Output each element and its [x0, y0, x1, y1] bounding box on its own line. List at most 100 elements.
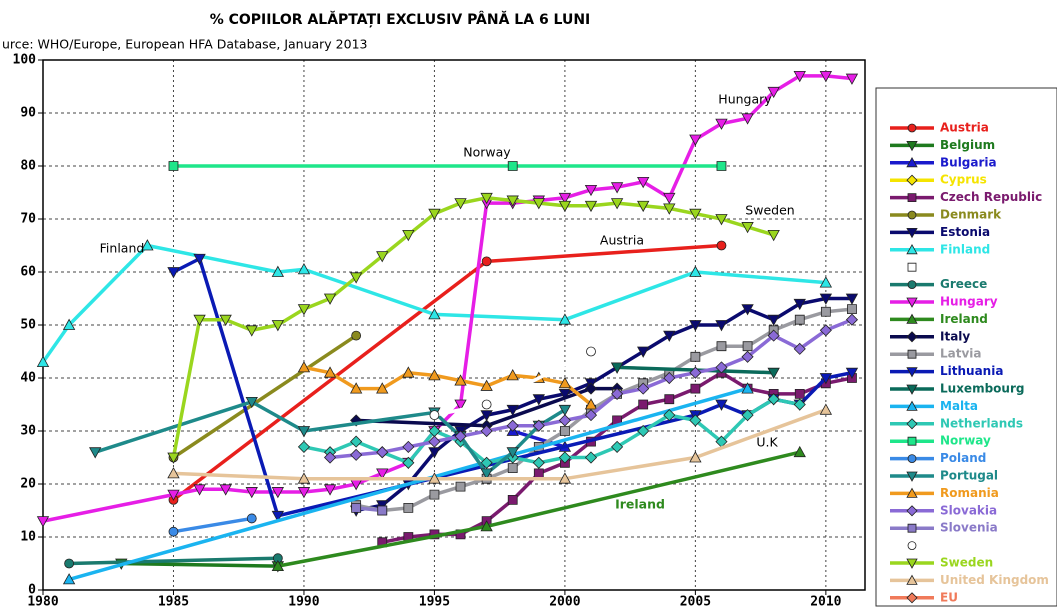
legend-marker [906, 471, 918, 482]
legend-label: Austria [940, 121, 989, 135]
series-line [121, 561, 278, 568]
legend-marker [906, 592, 918, 604]
marker [793, 71, 806, 83]
marker [558, 200, 572, 213]
marker [506, 195, 519, 207]
legend-label: Cyprus [940, 173, 987, 187]
marker [323, 293, 337, 305]
legend-label: Romania [940, 486, 999, 500]
series-line [69, 556, 278, 566]
marker [193, 314, 206, 327]
marker [611, 387, 624, 400]
marker [584, 398, 598, 410]
marker [507, 161, 518, 171]
legend-label: Poland [940, 451, 986, 465]
marker [245, 487, 258, 499]
marker [377, 505, 388, 516]
marker [663, 330, 676, 342]
marker [480, 379, 493, 391]
marker [402, 440, 415, 453]
x-tick-label: 2010 [810, 595, 841, 607]
marker [297, 304, 311, 316]
marker [794, 314, 805, 325]
marker [245, 396, 258, 409]
marker [793, 298, 806, 311]
legend-marker [907, 541, 917, 550]
marker [62, 318, 76, 330]
marker [610, 182, 624, 194]
series-line [512, 429, 566, 449]
marker [167, 452, 180, 464]
marker [558, 404, 572, 417]
series-line [356, 386, 618, 428]
marker [480, 192, 493, 205]
legend-label: Italy [940, 329, 970, 343]
marker [689, 265, 702, 277]
marker [507, 463, 518, 473]
legend-label: Ireland [940, 312, 988, 326]
annotation: U.K [756, 435, 778, 450]
marker [480, 410, 493, 422]
marker [271, 265, 285, 277]
marker [819, 324, 832, 337]
marker [767, 329, 780, 342]
annotation: Norway [463, 145, 511, 160]
marker [62, 573, 76, 585]
marker [219, 484, 232, 496]
legend-marker [907, 349, 917, 359]
marker [741, 222, 754, 234]
marker [558, 451, 571, 464]
legend-marker [906, 313, 918, 324]
marker [402, 230, 415, 242]
marker [532, 456, 545, 469]
marker [167, 267, 180, 279]
marker [506, 419, 519, 432]
chart-title: % COPIILOR ALĂPTAȚI EXCLUSIV PÂNĂ LA 6 L… [210, 10, 591, 28]
legend-marker [906, 400, 918, 411]
legend-marker [906, 228, 918, 239]
marker [663, 371, 676, 385]
marker [741, 304, 754, 316]
marker [793, 342, 806, 355]
marker [689, 366, 702, 379]
legend-marker [906, 574, 918, 585]
marker [454, 399, 467, 411]
marker [454, 430, 467, 443]
marker [89, 447, 102, 459]
marker [323, 484, 337, 496]
marker [64, 558, 74, 569]
marker [715, 399, 728, 411]
y-tick-label: 50 [20, 318, 36, 333]
marker [402, 456, 415, 469]
annotation: Finland [100, 241, 145, 256]
legend-marker [906, 367, 918, 378]
marker [845, 367, 859, 380]
marker [168, 161, 179, 171]
marker [297, 361, 311, 373]
legend-label: Bulgaria [940, 155, 997, 169]
series-line [172, 243, 722, 502]
x-tick-label: 1990 [288, 595, 319, 607]
marker [454, 374, 467, 386]
marker [428, 472, 441, 484]
legend-box [875, 87, 1057, 607]
marker [689, 134, 702, 146]
legend-label: Netherlands [940, 416, 1023, 430]
legend-label: Portugal [940, 469, 998, 483]
marker [845, 73, 859, 85]
marker [847, 304, 857, 314]
series-line [303, 397, 801, 465]
marker [558, 389, 572, 401]
legend-marker [906, 243, 918, 255]
legend-marker [907, 210, 917, 220]
marker [741, 350, 754, 363]
marker [168, 526, 179, 537]
marker [246, 513, 257, 524]
marker [610, 198, 624, 210]
marker [297, 426, 311, 438]
legend-marker [906, 156, 918, 168]
y-tick-label: 60 [20, 265, 36, 280]
marker [767, 393, 780, 406]
legend-label: Latvia [940, 347, 982, 361]
marker [349, 272, 363, 284]
